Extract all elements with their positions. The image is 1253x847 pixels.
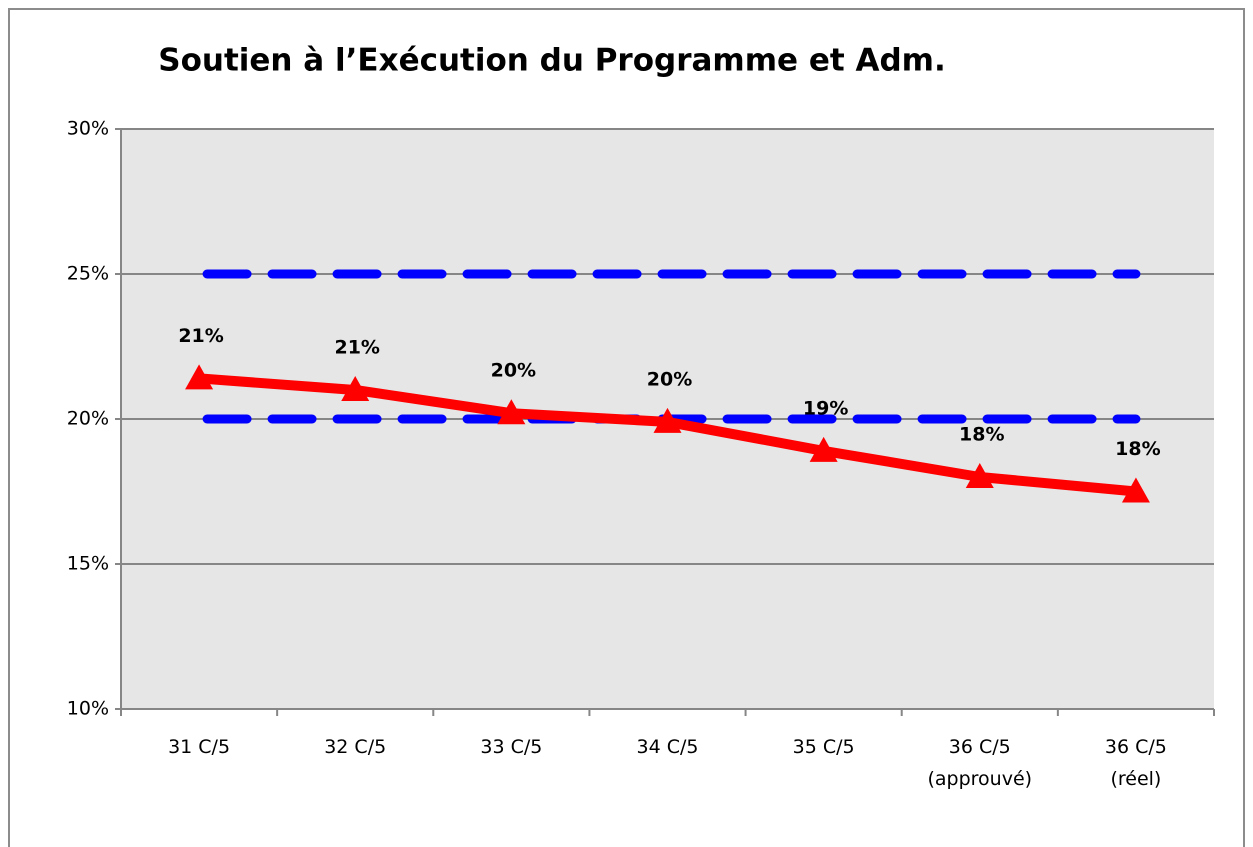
x-tick-label-line: 33 C/5 — [480, 736, 542, 758]
point-marker — [185, 364, 214, 390]
x-tick-label: 34 C/5 — [637, 736, 699, 758]
point-marker — [1121, 477, 1150, 503]
x-tick-label-line: 36 C/5 — [1105, 736, 1167, 758]
x-tick-label-line: 35 C/5 — [793, 736, 855, 758]
data-label: 20% — [491, 360, 536, 382]
y-tick-label: 20% — [67, 408, 109, 430]
data-label: 20% — [647, 368, 692, 390]
data-label: 21% — [178, 325, 223, 347]
point-marker — [341, 376, 370, 401]
point-marker — [497, 399, 526, 425]
x-tick-label-line: 34 C/5 — [637, 736, 699, 758]
data-label: 19% — [803, 397, 848, 419]
x-tick-label: 31 C/5 — [168, 736, 230, 758]
x-tick-label: 33 C/5 — [480, 736, 542, 758]
x-tick-label: 32 C/5 — [324, 736, 386, 758]
data-label: 18% — [959, 424, 1004, 446]
chart-title: Soutien à l’Exécution du Programme et Ad… — [158, 43, 945, 79]
point-marker — [809, 436, 838, 462]
point-marker — [653, 407, 682, 433]
y-tick-label: 25% — [67, 263, 109, 285]
x-tick-label: 35 C/5 — [793, 736, 855, 758]
x-tick-label: 36 C/5 (approuvé) — [927, 736, 1032, 790]
y-tick-label: 30% — [67, 118, 109, 140]
data-label: 18% — [1115, 438, 1160, 460]
x-tick-label-line: (approuvé) — [927, 768, 1032, 790]
x-tick-label-line: 36 C/5 — [949, 736, 1011, 758]
y-tick-label: 10% — [67, 698, 109, 720]
x-tick-label-line: 32 C/5 — [324, 736, 386, 758]
data-label: 21% — [334, 337, 379, 359]
x-tick-label: 36 C/5 (réel) — [1105, 736, 1167, 790]
x-tick-label-line: 31 C/5 — [168, 736, 230, 758]
x-tick-label-line: (réel) — [1110, 768, 1161, 790]
point-marker — [965, 463, 994, 488]
y-tick-label: 15% — [67, 553, 109, 575]
